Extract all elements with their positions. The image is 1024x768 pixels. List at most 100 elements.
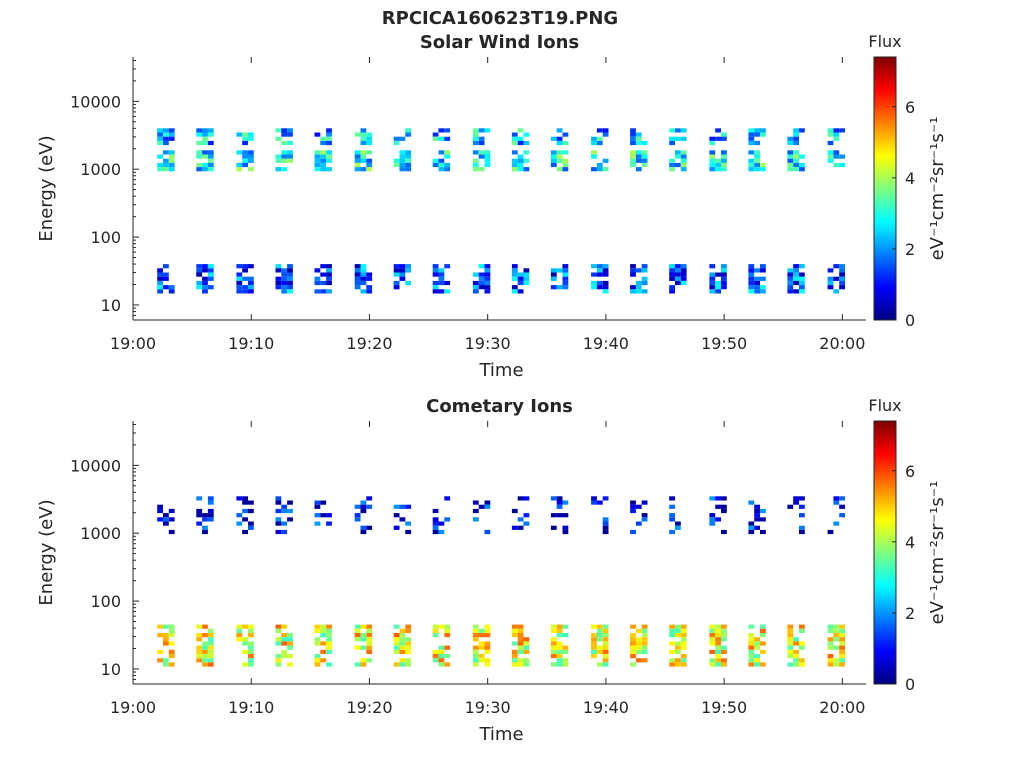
spectrogram-cell — [432, 624, 439, 629]
spectrogram-cell — [393, 272, 400, 277]
y-tick-label: 10 — [101, 296, 121, 315]
spectrogram-cell — [472, 289, 479, 294]
spectrogram-cell — [591, 150, 597, 155]
spectrogram-cell — [326, 136, 332, 141]
spectrogram-cell — [562, 529, 569, 535]
spectrogram-cell — [275, 654, 282, 659]
spectrogram-cell — [202, 645, 208, 650]
spectrogram-cell — [602, 633, 609, 638]
panel-title: Cometary Ions — [426, 396, 573, 417]
spectrogram-cell — [827, 154, 834, 159]
spectrogram-cell — [760, 132, 766, 137]
spectrogram-cell — [787, 289, 794, 294]
spectrogram-cell — [709, 150, 716, 155]
spectrogram-cell — [438, 662, 445, 667]
spectrogram-cell — [523, 521, 530, 526]
spectrogram-cell — [242, 158, 248, 163]
spectrogram-cell — [709, 162, 716, 168]
spectrogram-cell — [236, 150, 243, 155]
spectrogram-cell — [602, 517, 609, 522]
spectrogram-cell — [591, 264, 597, 269]
spectrogram-cell — [675, 272, 681, 277]
spectrogram-cell — [556, 496, 563, 501]
spectrogram-cell — [207, 649, 214, 654]
spectrogram-cell — [157, 289, 163, 294]
spectrogram-cell — [635, 645, 642, 650]
spectrogram-cell — [596, 637, 603, 642]
spectrogram-cell — [721, 280, 727, 286]
spectrogram-cell — [366, 289, 373, 294]
spectrogram-cell — [196, 658, 203, 663]
spectrogram-cell — [550, 645, 557, 650]
spectrogram-cell — [405, 268, 412, 273]
spectrogram-cell — [596, 645, 603, 650]
spectrogram-cell — [827, 150, 834, 155]
spectrogram-cell — [163, 641, 169, 646]
spectrogram-cell — [715, 628, 721, 633]
spectrogram-cell — [635, 167, 642, 172]
spectrogram-cell — [715, 649, 721, 654]
spectrogram-cell — [680, 162, 687, 168]
spectrogram-cell — [326, 268, 332, 273]
spectrogram-cell — [550, 641, 557, 646]
spectrogram-cell — [484, 658, 491, 663]
x-tick-label: 19:30 — [465, 334, 511, 353]
spectrogram-cell — [675, 649, 681, 654]
spectrogram-cell — [354, 637, 361, 642]
spectrogram-cell — [281, 132, 288, 137]
spectrogram-cell — [793, 268, 799, 273]
spectrogram-cell — [366, 496, 373, 501]
spectrogram-cell — [799, 504, 805, 509]
spectrogram-cell — [793, 167, 799, 172]
spectrogram-cell — [236, 637, 243, 642]
colorbar-unit-label: eV⁻¹cm⁻²sr⁻¹s⁻¹ — [927, 481, 948, 625]
spectrogram-cell — [793, 654, 799, 659]
spectrogram-cell — [202, 150, 208, 155]
spectrogram-cell — [157, 268, 163, 273]
spectrogram-cell — [556, 268, 563, 273]
spectrogram-cell — [393, 158, 400, 163]
spectrogram-cell — [517, 289, 524, 294]
spectrogram-cell — [236, 272, 243, 277]
spectrogram-cell — [748, 264, 755, 269]
spectrogram-cell — [669, 285, 675, 290]
spectrogram-cell — [511, 525, 518, 530]
spectrogram-cell — [511, 649, 518, 654]
spectrogram-cell — [163, 276, 169, 281]
spectrogram-cell — [236, 280, 243, 286]
spectrogram-cell — [484, 158, 491, 163]
spectrogram-cell — [787, 276, 794, 281]
spectrogram-cell — [669, 496, 675, 501]
spectrogram-cell — [360, 633, 367, 638]
spectrogram-cell — [680, 628, 687, 633]
spectrogram-cell — [314, 132, 321, 137]
spectrogram-cell — [281, 654, 288, 659]
spectrogram-cell — [550, 276, 557, 281]
spectrogram-cell — [748, 662, 755, 667]
spectrogram-cell — [202, 662, 208, 667]
spectrogram-cell — [354, 167, 361, 172]
spectrogram-cell — [168, 162, 175, 168]
spectrogram-cell — [709, 662, 716, 667]
spectrogram-cell — [675, 268, 681, 273]
spectrogram-cell — [748, 285, 755, 290]
spectrogram-cell — [242, 508, 248, 514]
spectrogram-cell — [444, 128, 451, 133]
spectrogram-cell — [484, 649, 491, 654]
spectrogram-cell — [405, 264, 412, 269]
x-tick-label: 19:20 — [346, 334, 392, 353]
spectrogram-cell — [287, 637, 293, 642]
spectrogram-cell — [675, 136, 681, 141]
spectrogram-cell — [472, 628, 479, 633]
spectrogram-cell — [523, 167, 530, 172]
spectrogram-cell — [760, 633, 766, 638]
spectrogram-cell — [484, 268, 491, 273]
spectrogram-cell — [721, 496, 727, 501]
spectrogram-cell — [275, 637, 282, 642]
spectrogram-cell — [517, 276, 524, 281]
spectrogram-cell — [472, 662, 479, 667]
spectrogram-cell — [207, 500, 214, 505]
spectrogram-cell — [556, 504, 563, 509]
spectrogram-cell — [242, 500, 248, 505]
